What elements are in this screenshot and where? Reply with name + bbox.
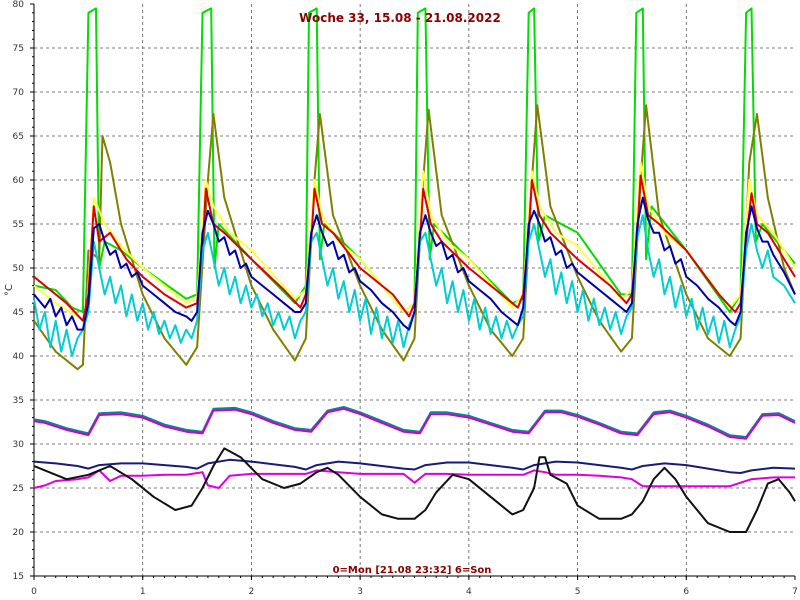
y-tick-label: 25 xyxy=(13,484,24,494)
chart-title: Woche 33, 15.08 - 21.08.2022 xyxy=(299,11,501,25)
x-axis-label: 0=Mon [21.08 23:32] 6=Son xyxy=(333,565,492,576)
y-tick-label: 20 xyxy=(13,528,25,538)
x-tick-label: 5 xyxy=(575,587,581,597)
x-tick-label: 6 xyxy=(683,587,689,597)
series-line-1 xyxy=(33,7,796,313)
y-tick-label: 55 xyxy=(13,220,24,230)
series-line-6 xyxy=(33,196,796,331)
series-line-2 xyxy=(33,104,796,371)
x-tick-label: 1 xyxy=(140,587,146,597)
y-tick-label: 80 xyxy=(13,0,25,10)
y-tick-label: 65 xyxy=(13,132,24,142)
y-tick-label: 35 xyxy=(13,396,24,406)
y-tick-label: 60 xyxy=(13,176,25,186)
y-tick-label: 15 xyxy=(13,572,24,582)
series-line-11 xyxy=(33,447,796,533)
y-axis-label: °C xyxy=(4,284,15,296)
series-line-10 xyxy=(33,469,795,489)
y-tick-label: 50 xyxy=(13,264,25,274)
grid xyxy=(34,4,795,576)
y-tick-label: 70 xyxy=(13,88,25,98)
x-tick-label: 2 xyxy=(249,587,255,597)
x-tick-label: 7 xyxy=(792,587,798,597)
series-line-8 xyxy=(33,407,796,440)
y-tick-label: 40 xyxy=(13,352,25,362)
y-tick-label: 30 xyxy=(13,440,25,450)
y-tick-label: 75 xyxy=(13,44,24,54)
x-tick-label: 3 xyxy=(357,587,363,597)
series-group xyxy=(33,7,796,533)
y-tick-label: 45 xyxy=(13,308,24,318)
series-line-9 xyxy=(33,458,796,474)
series-line-5 xyxy=(33,214,796,357)
x-tick-label: 0 xyxy=(31,587,37,597)
x-tick-label: 4 xyxy=(466,587,472,597)
